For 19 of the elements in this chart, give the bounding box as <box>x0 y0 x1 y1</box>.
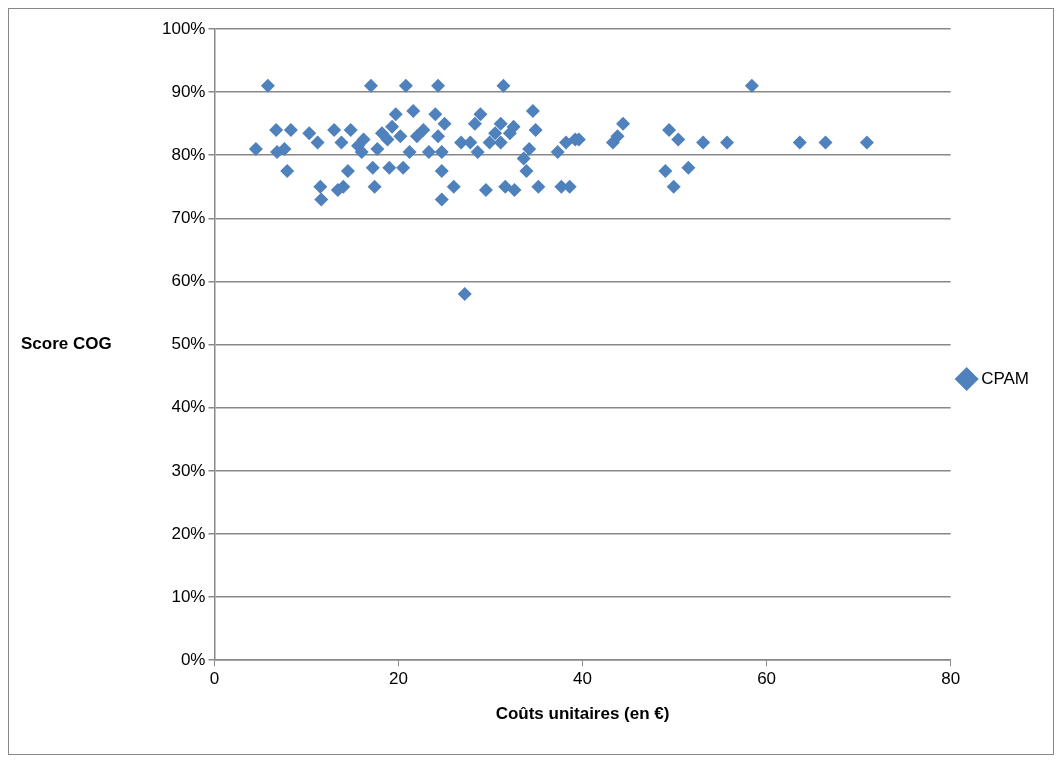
y-tick-label: 80% <box>171 144 206 164</box>
y-tick-label: 70% <box>171 208 206 228</box>
x-tick-label: 0 <box>209 669 220 689</box>
x-tick-label: 40 <box>573 669 593 689</box>
y-tick-label: 100% <box>162 18 206 38</box>
y-tick-label: 40% <box>171 397 206 417</box>
x-tick-label: 80 <box>941 669 961 689</box>
y-tick-label: 30% <box>171 460 206 480</box>
y-tick-label: 90% <box>171 81 206 101</box>
legend-label: CPAM <box>981 368 1030 388</box>
y-tick-label: 10% <box>171 586 206 606</box>
x-tick-label: 20 <box>389 669 408 689</box>
y-axis-title: Score COG <box>21 334 112 354</box>
y-tick-label: 50% <box>171 334 206 354</box>
y-tick-label: 0% <box>180 649 206 669</box>
x-tick-label: 60 <box>757 669 777 689</box>
y-tick-label: 60% <box>171 271 206 291</box>
y-tick-label: 20% <box>171 523 206 543</box>
x-axis-title: Coûts unitaires (en €) <box>495 704 670 724</box>
